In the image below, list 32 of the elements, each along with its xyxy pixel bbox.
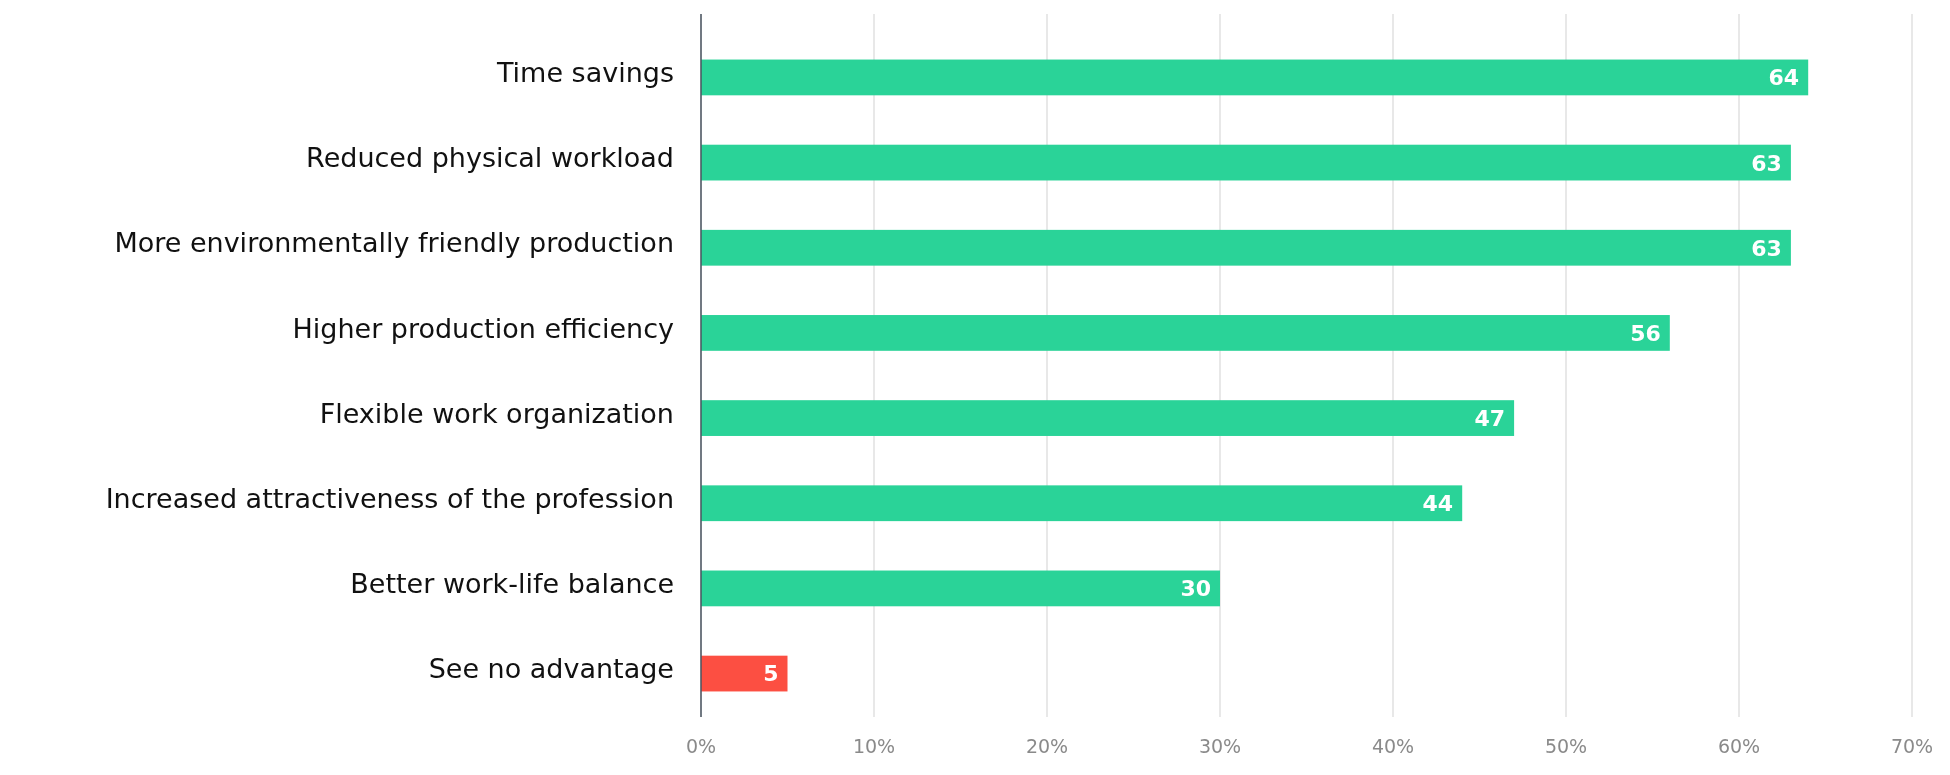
data-label: 5 (763, 661, 779, 687)
data-label: 63 (1751, 150, 1782, 176)
y-tick-label: Increased attractiveness of the profession (105, 482, 674, 514)
data-label: 64 (1768, 65, 1800, 91)
x-tick-label: 20% (1025, 735, 1069, 757)
x-tick-label: 10% (852, 735, 896, 757)
bar (701, 400, 1515, 436)
x-tick-label: 40% (1371, 735, 1415, 757)
x-tick-label: 0% (685, 735, 717, 757)
y-tick-label: Better work-life balance (350, 568, 674, 600)
y-tick-label: Time savings (495, 57, 674, 89)
bar (701, 144, 1791, 181)
y-tick-label: Higher production efficiency (292, 312, 675, 344)
bar (701, 485, 1463, 522)
bar (701, 59, 1809, 96)
data-label: 56 (1630, 320, 1661, 346)
bar (701, 229, 1791, 266)
x-tick-label: 70% (1890, 735, 1934, 757)
bar (701, 570, 1220, 607)
y-tick-label: Reduced physical workload (306, 142, 674, 174)
bar (701, 315, 1670, 351)
bar (701, 655, 788, 692)
y-tick-label: Flexible work organization (319, 397, 674, 429)
y-tick-label: More environmentally friendly production (114, 227, 674, 259)
data-label: 63 (1751, 235, 1782, 261)
data-label: 30 (1180, 576, 1211, 602)
x-tick-label: 60% (1717, 735, 1761, 757)
data-label: 47 (1474, 406, 1506, 431)
y-tick-label: See no advantage (428, 653, 674, 685)
data-label: 44 (1422, 491, 1454, 517)
x-tick-label: 30% (1198, 735, 1242, 757)
x-tick-label: 50% (1544, 735, 1588, 757)
